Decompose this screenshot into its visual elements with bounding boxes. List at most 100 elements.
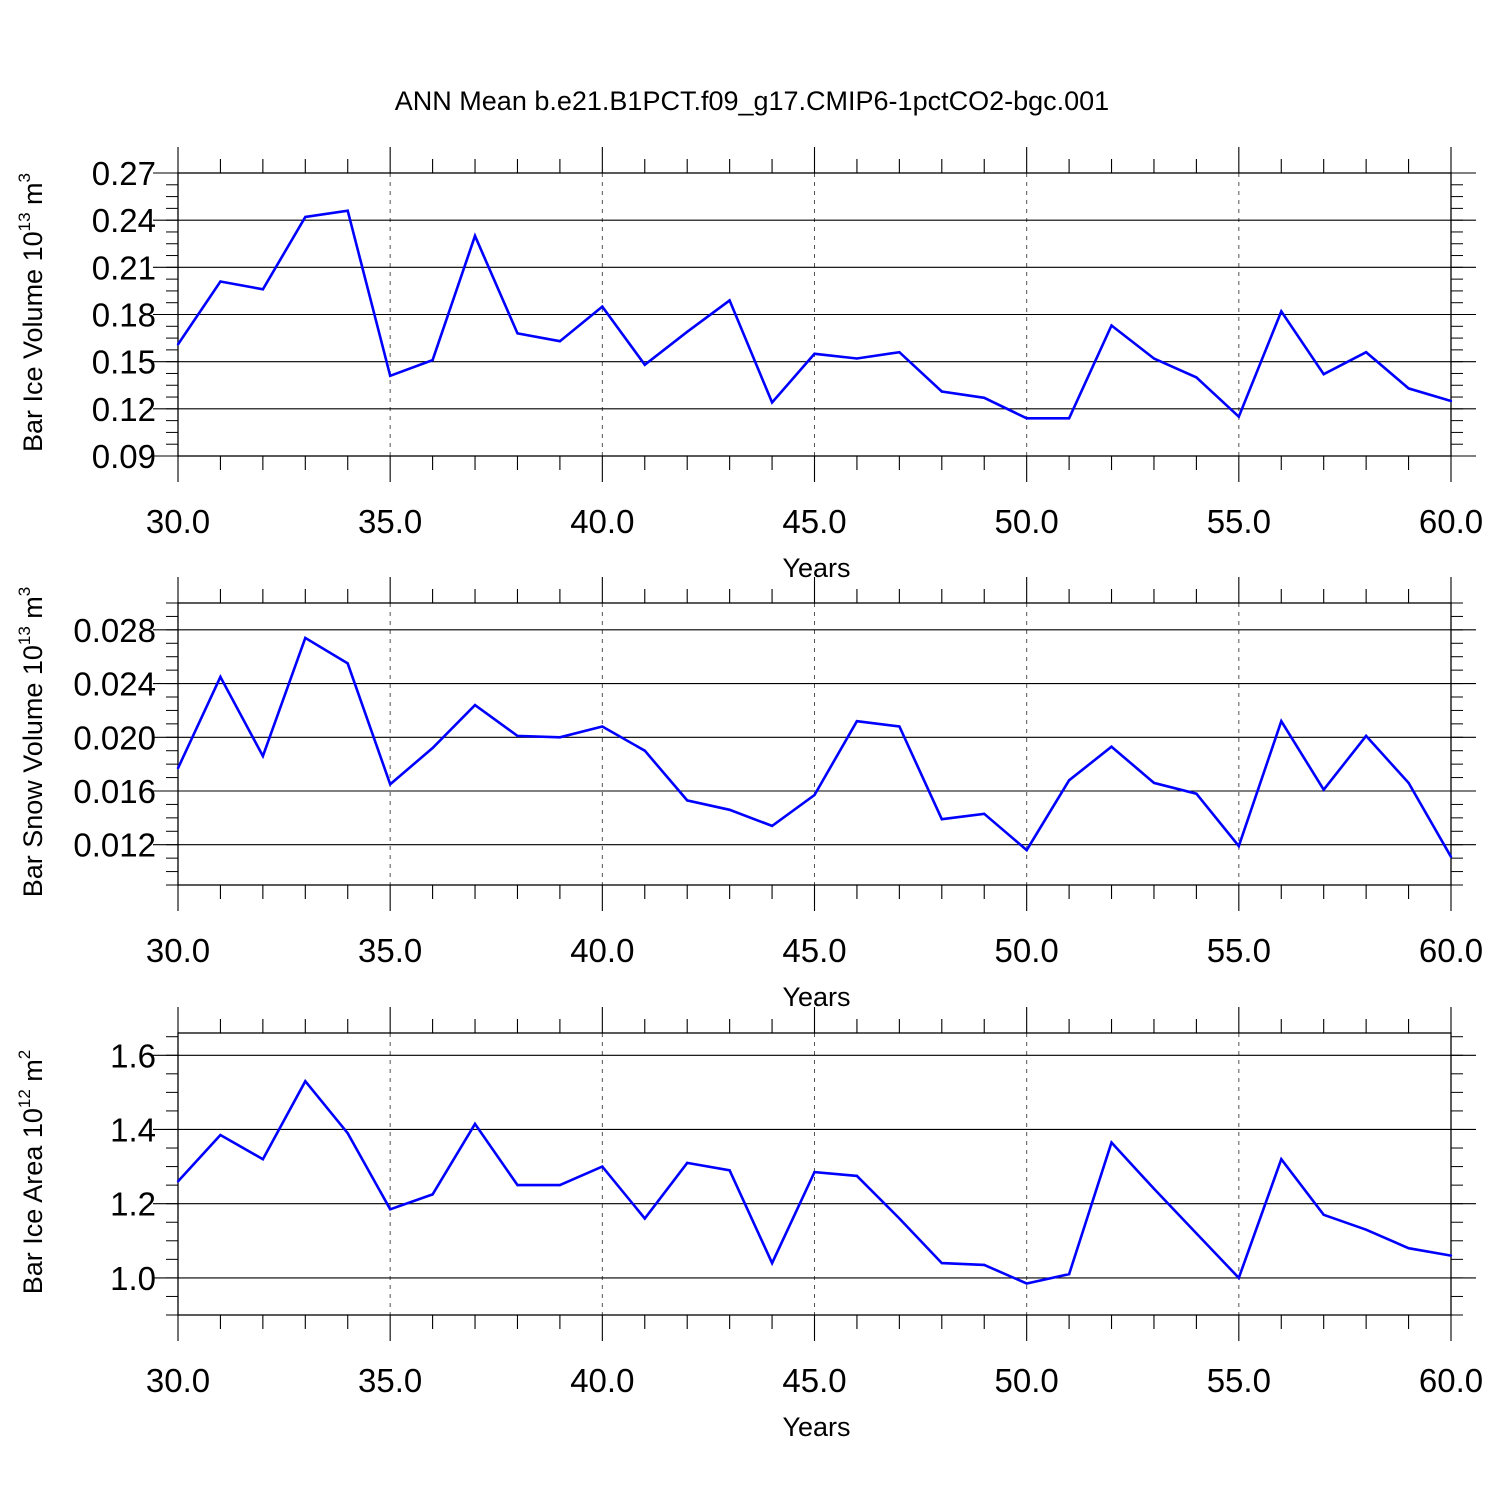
data-point	[431, 746, 434, 750]
y-tick-label: 0.028	[73, 612, 156, 649]
data-point	[1025, 848, 1028, 852]
data-point	[1322, 788, 1325, 791]
data-point	[855, 719, 859, 723]
data-point	[601, 725, 604, 728]
data-point	[1195, 1232, 1198, 1235]
data-point	[770, 824, 774, 828]
x-tick-label: 60.0	[1419, 503, 1483, 540]
y-axis-label-unit-exp: 2	[15, 1050, 34, 1059]
data-point	[1364, 734, 1368, 738]
x-tick-label: 50.0	[995, 1362, 1059, 1399]
y-axis-label-unit-exp: 3	[15, 587, 34, 596]
data-point	[388, 783, 392, 786]
data-point	[1449, 399, 1453, 403]
data-point	[940, 1261, 943, 1265]
data-point	[1152, 781, 1156, 785]
data-point	[643, 363, 646, 367]
data-point	[1025, 1282, 1028, 1285]
data-point	[388, 1208, 392, 1211]
y-tick-label: 0.18	[92, 297, 156, 334]
data-point	[601, 1165, 604, 1168]
x-axis-label: Years	[782, 982, 850, 1012]
data-point	[983, 1263, 986, 1267]
y-tick-label: 0.012	[73, 827, 156, 864]
data-point	[516, 332, 519, 335]
data-point	[261, 754, 265, 758]
data-point	[898, 725, 901, 728]
data-point	[1110, 1141, 1113, 1144]
y-axis-label-text: Bar Ice Volume 10	[18, 231, 48, 452]
data-point	[898, 351, 901, 354]
data-point	[473, 1122, 477, 1126]
panel-snow-volume: 0.012 0.016 0.020 0.024 0.028 30.0 35.0 40.0 45.…	[15, 577, 1483, 1012]
y-tick-label: 0.09	[92, 438, 156, 475]
data-point	[1067, 417, 1071, 420]
x-tick-label: 60.0	[1419, 1362, 1483, 1399]
x-tick-label: 35.0	[358, 932, 422, 969]
data-point	[1025, 417, 1028, 420]
y-tick-label: 1.0	[110, 1260, 156, 1297]
data-point	[1237, 415, 1241, 418]
data-point	[431, 1193, 434, 1196]
x-tick-label: 55.0	[1207, 932, 1271, 969]
y-axis-label-unit: m	[18, 1059, 48, 1089]
data-point	[1195, 792, 1198, 795]
data-point	[1407, 1247, 1410, 1250]
plot-frame	[177, 602, 1452, 886]
data-point	[304, 215, 307, 219]
y-tick-label: 0.020	[73, 719, 156, 756]
y-axis-label: Bar Ice Area 1012 m2	[15, 1050, 48, 1295]
data-point	[176, 1180, 180, 1183]
y-tick-label: 0.12	[92, 391, 156, 428]
x-tick-label: 35.0	[358, 503, 422, 540]
x-axis-label: Years	[782, 553, 850, 583]
y-axis-label-exp: 13	[15, 626, 34, 645]
data-point	[219, 675, 222, 679]
y-axis-label-unit: m	[18, 596, 48, 626]
y-tick-label: 1.6	[110, 1037, 156, 1074]
data-point	[686, 330, 689, 333]
data-point	[304, 636, 307, 640]
data-point	[601, 305, 604, 308]
data-point	[1195, 376, 1198, 379]
data-point	[261, 288, 265, 291]
data-point	[728, 1169, 731, 1172]
data-point	[1280, 310, 1283, 313]
y-axis-label-exp: 13	[15, 212, 34, 231]
data-point	[898, 1217, 901, 1220]
data-point	[1407, 781, 1410, 785]
data-point	[643, 749, 646, 752]
data-point	[855, 1174, 859, 1178]
panel-ice-volume: 0.09 0.12 0.15 0.18 0.21 0.24 0.27 30.0 35.0 40.0…	[15, 147, 1483, 583]
data-point	[558, 340, 562, 343]
data-point	[1364, 351, 1368, 354]
data-point	[516, 734, 519, 738]
x-tick-label: 45.0	[782, 932, 846, 969]
y-tick-label: 0.024	[73, 666, 156, 703]
y-axis-label-text: Bar Snow Volume 10	[18, 645, 48, 897]
x-axis-label: Years	[782, 1412, 850, 1442]
y-tick-label: 0.24	[92, 202, 156, 239]
data-point	[813, 1170, 816, 1174]
x-tick-label: 45.0	[782, 503, 846, 540]
data-point	[1237, 844, 1241, 848]
data-point	[983, 396, 986, 400]
data-point	[304, 1080, 307, 1083]
x-tick-label: 50.0	[995, 932, 1059, 969]
data-point	[686, 1161, 689, 1165]
y-axis-label: Bar Ice Volume 1013 m3	[15, 173, 48, 452]
data-point	[1322, 1213, 1325, 1217]
data-point	[473, 703, 477, 707]
data-point	[388, 374, 392, 378]
data-point	[219, 1133, 222, 1137]
y-axis-label-unit-exp: 3	[15, 173, 34, 182]
data-point	[686, 799, 689, 802]
data-point	[813, 352, 816, 356]
data-point	[770, 401, 774, 404]
series-line	[177, 1078, 1452, 1285]
data-point	[813, 793, 816, 797]
y-axis-label-exp: 12	[15, 1089, 34, 1108]
data-point	[516, 1183, 519, 1187]
data-point	[1322, 373, 1325, 376]
x-tick-label: 60.0	[1419, 932, 1483, 969]
